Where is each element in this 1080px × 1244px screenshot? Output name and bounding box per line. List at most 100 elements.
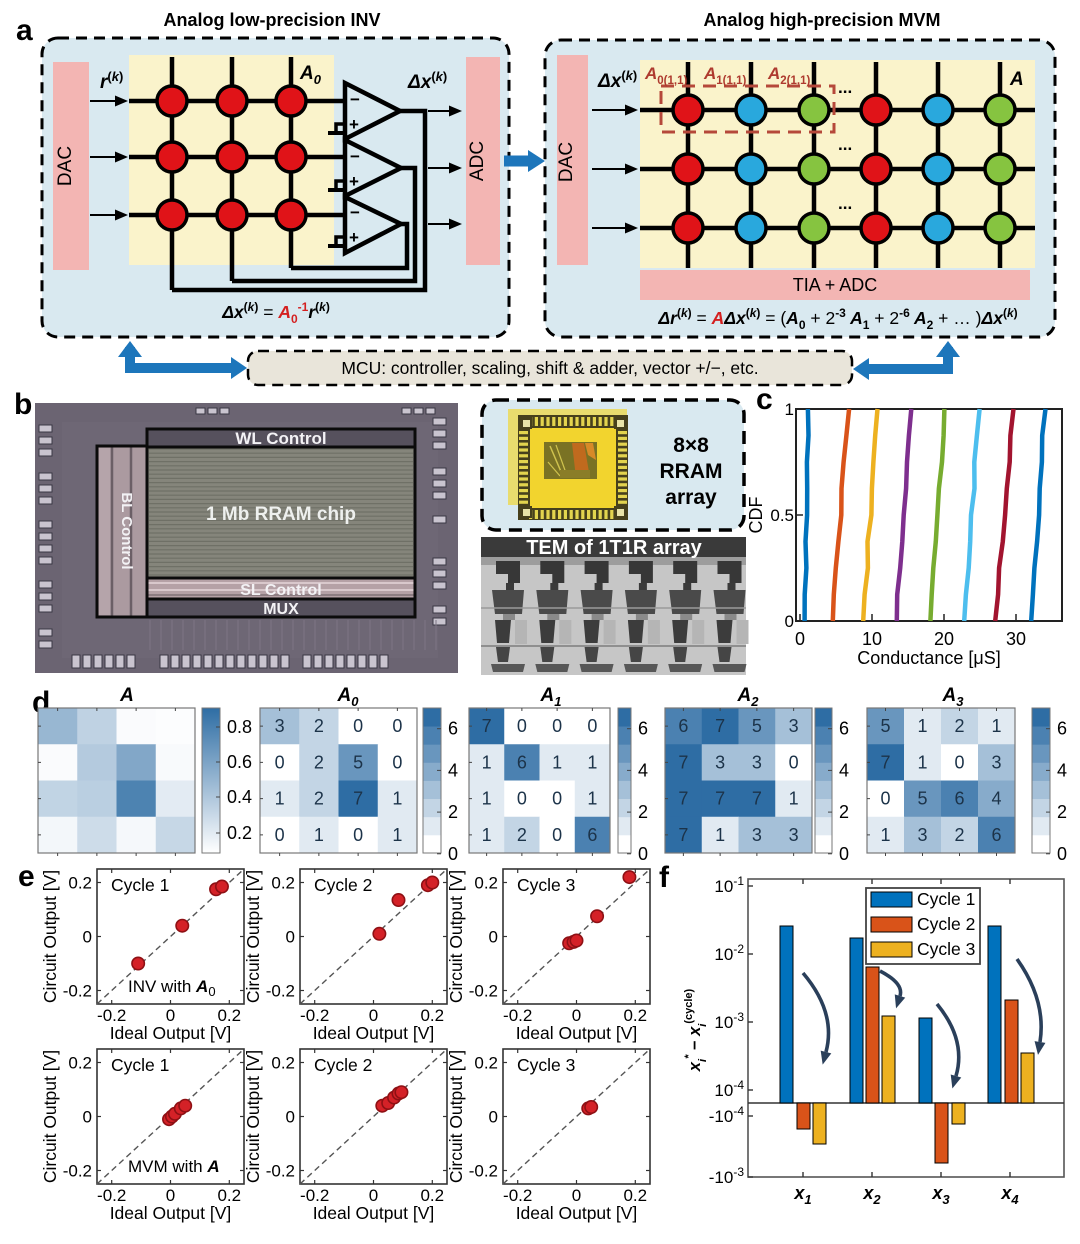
svg-text:0: 0 <box>392 716 402 736</box>
svg-text:0: 0 <box>638 844 648 864</box>
svg-text:1: 1 <box>587 789 597 809</box>
svg-text:6: 6 <box>587 825 597 845</box>
svg-text:0: 0 <box>353 825 363 845</box>
svg-text:2: 2 <box>638 802 648 822</box>
svg-text:-0.2: -0.2 <box>300 1006 329 1025</box>
svg-text:-0.2: -0.2 <box>503 1006 532 1025</box>
svg-text:0: 0 <box>489 928 498 947</box>
svg-text:TIA + ADC: TIA + ADC <box>793 275 878 295</box>
svg-text:0: 0 <box>369 1006 378 1025</box>
svg-text:c: c <box>756 383 773 416</box>
svg-text:7: 7 <box>880 752 890 772</box>
svg-text:0: 0 <box>275 752 285 772</box>
svg-text:Analog high-precision MVM: Analog high-precision MVM <box>704 10 941 30</box>
svg-text:0: 0 <box>275 825 285 845</box>
svg-text:1 Mb RRAM chip: 1 Mb RRAM chip <box>206 504 356 525</box>
svg-text:CDF: CDF <box>746 497 766 534</box>
svg-text:Cycle 2: Cycle 2 <box>314 875 372 895</box>
svg-text:1: 1 <box>482 752 492 772</box>
svg-text:1: 1 <box>392 789 402 809</box>
svg-text:0: 0 <box>1057 844 1067 864</box>
svg-text:Circuit Output [V]: Circuit Output [V] <box>446 1050 466 1183</box>
svg-text:7: 7 <box>353 789 363 809</box>
svg-text:0.2: 0.2 <box>623 1006 647 1025</box>
svg-text:0: 0 <box>83 1108 92 1127</box>
svg-text:2: 2 <box>839 802 849 822</box>
svg-text:5: 5 <box>752 716 762 736</box>
svg-text:1: 1 <box>917 716 927 736</box>
svg-text:10-3: 10-3 <box>714 1010 744 1032</box>
svg-text:1: 1 <box>991 716 1001 736</box>
svg-text:2: 2 <box>954 825 964 845</box>
svg-text:5: 5 <box>353 752 363 772</box>
svg-text:-0.2: -0.2 <box>97 1186 126 1205</box>
svg-text:1: 1 <box>880 825 890 845</box>
svg-text:-0.2: -0.2 <box>97 1006 126 1025</box>
svg-text:x3: x3 <box>931 1183 950 1207</box>
svg-text:4: 4 <box>991 789 1001 809</box>
svg-text:5: 5 <box>880 716 890 736</box>
svg-text:8×8: 8×8 <box>673 434 709 457</box>
svg-text:0: 0 <box>587 716 597 736</box>
svg-text:Δr(k) = AΔx(k) = (A0 + 2-3 A1: Δr(k) = AΔx(k) = (A0 + 2-3 A1 + 2-6 A2 +… <box>657 306 1017 332</box>
svg-text:4: 4 <box>638 760 648 780</box>
svg-text:Ideal Output [V]: Ideal Output [V] <box>110 1203 232 1223</box>
svg-text:ADC: ADC <box>467 141 488 181</box>
svg-text:...: ... <box>838 135 852 154</box>
svg-text:...: ... <box>838 78 852 97</box>
svg-text:Cycle 3: Cycle 3 <box>517 1055 575 1075</box>
svg-text:Ideal Output [V]: Ideal Output [V] <box>516 1023 638 1043</box>
svg-text:7: 7 <box>678 752 688 772</box>
svg-text:0: 0 <box>880 789 890 809</box>
svg-text:2: 2 <box>954 716 964 736</box>
svg-text:MUX: MUX <box>263 601 299 618</box>
svg-text:30: 30 <box>1006 629 1026 649</box>
svg-text:3: 3 <box>789 716 799 736</box>
svg-text:0: 0 <box>795 629 805 649</box>
svg-text:0: 0 <box>448 844 458 864</box>
svg-text:array: array <box>665 486 717 509</box>
svg-text:MCU: controller, scaling, shif: MCU: controller, scaling, shift & adder,… <box>341 358 758 378</box>
svg-text:10-2: 10-2 <box>714 942 744 964</box>
svg-text:1: 1 <box>552 752 562 772</box>
svg-text:0.5: 0.5 <box>770 506 794 525</box>
svg-text:−: − <box>350 203 360 222</box>
svg-text:A: A <box>119 685 134 706</box>
svg-text:DAC: DAC <box>55 146 76 186</box>
svg-text:0.6: 0.6 <box>227 752 252 772</box>
svg-text:-0.2: -0.2 <box>63 982 92 1001</box>
svg-text:0.2: 0.2 <box>217 1186 241 1205</box>
svg-text:-0.2: -0.2 <box>503 1186 532 1205</box>
svg-text:Analog low-precision INV: Analog low-precision INV <box>163 10 380 30</box>
svg-text:-0.2: -0.2 <box>63 1162 92 1181</box>
svg-text:6: 6 <box>1057 719 1067 739</box>
svg-text:0.2: 0.2 <box>68 1054 92 1073</box>
svg-text:0: 0 <box>517 716 527 736</box>
svg-text:INV with A0: INV with A0 <box>128 977 216 999</box>
svg-text:0: 0 <box>572 1006 581 1025</box>
svg-text:3: 3 <box>715 752 725 772</box>
svg-text:0.2: 0.2 <box>271 874 295 893</box>
svg-text:6: 6 <box>954 789 964 809</box>
svg-text:A3: A3 <box>942 685 965 709</box>
svg-text:Circuit Output [V]: Circuit Output [V] <box>446 870 466 1003</box>
svg-text:1: 1 <box>587 752 597 772</box>
svg-text:+: + <box>349 228 359 247</box>
svg-text:Circuit Output [V]: Circuit Output [V] <box>243 870 263 1003</box>
svg-text:0: 0 <box>552 716 562 736</box>
svg-text:-0.2: -0.2 <box>300 1186 329 1205</box>
svg-text:A1(1,1): A1(1,1) <box>703 64 746 87</box>
svg-text:10: 10 <box>862 629 882 649</box>
svg-text:Cycle 3: Cycle 3 <box>917 939 975 959</box>
svg-text:3: 3 <box>991 752 1001 772</box>
svg-text:0: 0 <box>552 825 562 845</box>
svg-text:0: 0 <box>489 1108 498 1127</box>
svg-text:10-4: 10-4 <box>714 1078 744 1100</box>
svg-text:1: 1 <box>715 825 725 845</box>
svg-text:BL Control: BL Control <box>118 492 135 569</box>
svg-text:0: 0 <box>286 1108 295 1127</box>
svg-text:0.2: 0.2 <box>420 1186 444 1205</box>
svg-text:6: 6 <box>991 825 1001 845</box>
svg-text:0: 0 <box>166 1006 175 1025</box>
svg-text:−: − <box>350 147 360 166</box>
